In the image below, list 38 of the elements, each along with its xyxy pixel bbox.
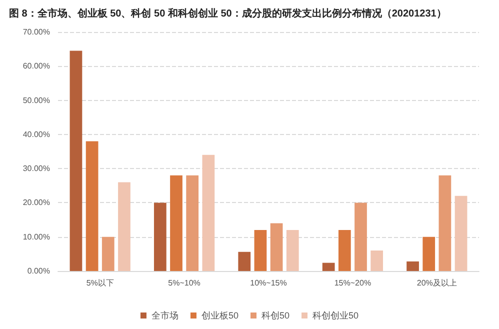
- bar: [286, 230, 299, 271]
- bar: [186, 175, 199, 271]
- chart-title: 图 8：全市场、创业板 50、科创 50 和科创创业 50：成分股的研发支出比例分布情况（20201231）: [9, 8, 446, 20]
- x-tick-label: 15%~20%: [334, 278, 372, 288]
- y-tick-label: 0.00%: [27, 266, 50, 276]
- bar: [102, 236, 114, 271]
- y-tick-label: 60.00%: [22, 62, 50, 71]
- legend-label: 科创创业50: [312, 310, 359, 320]
- bar: [454, 196, 468, 271]
- bar: [86, 141, 98, 271]
- bar: [170, 175, 182, 271]
- y-tick-label: 40.00%: [22, 130, 50, 139]
- x-tick-label: 10%~15%: [250, 278, 287, 288]
- legend-label: 科创50: [261, 310, 290, 320]
- y-tick-label: 70.00%: [22, 28, 50, 36]
- bar: [370, 250, 384, 271]
- bar: [238, 252, 251, 271]
- bar: [254, 230, 267, 271]
- y-tick-label: 30.00%: [22, 164, 50, 174]
- bar: [406, 261, 419, 271]
- x-tick-label: 5%以下: [86, 278, 114, 288]
- bar: [338, 230, 351, 271]
- bar: [354, 202, 367, 271]
- bar: [438, 175, 452, 271]
- bar: [422, 236, 436, 271]
- bar: [70, 50, 82, 271]
- y-tick-label: 50.00%: [22, 96, 50, 105]
- y-tick-label: 10.00%: [22, 232, 50, 242]
- bar: [322, 262, 335, 271]
- legend-label: 创业板50: [201, 310, 238, 320]
- y-tick-label: 20.00%: [22, 198, 50, 208]
- x-tick-label: 20%及以上: [416, 278, 457, 288]
- bar: [154, 202, 166, 271]
- bar: [118, 182, 130, 271]
- x-tick-label: 5%~10%: [168, 278, 200, 288]
- bar: [202, 154, 215, 271]
- legend-label: 全市场: [151, 310, 178, 320]
- bar: [270, 223, 283, 271]
